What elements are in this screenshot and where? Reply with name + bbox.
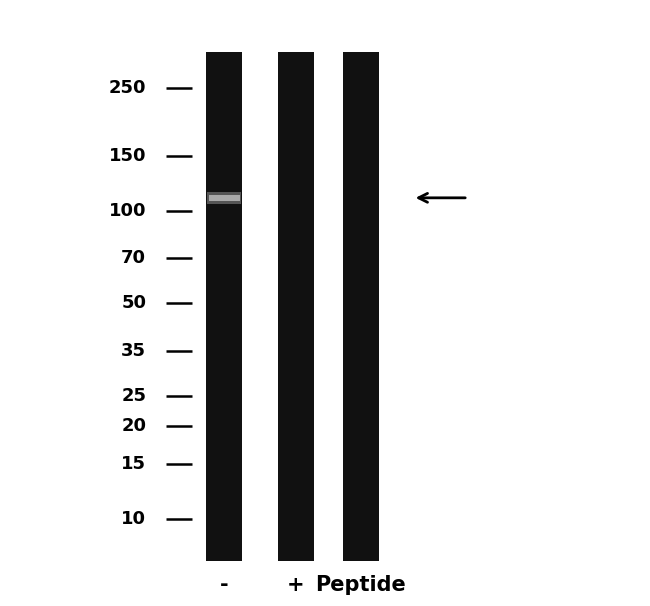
Text: 35: 35	[122, 342, 146, 360]
Text: Peptide: Peptide	[315, 574, 406, 595]
Bar	[278, 52, 313, 561]
Bar	[343, 52, 379, 561]
Bar	[207, 191, 241, 204]
Text: -: -	[220, 574, 229, 595]
Bar	[209, 195, 239, 201]
Text: 25: 25	[122, 387, 146, 405]
Text: 70: 70	[122, 249, 146, 267]
Text: 100: 100	[109, 202, 146, 219]
Text: 150: 150	[109, 147, 146, 165]
Bar	[206, 52, 242, 561]
Text: +: +	[287, 574, 305, 595]
Text: 10: 10	[122, 510, 146, 528]
Text: 50: 50	[122, 295, 146, 312]
Text: 20: 20	[122, 417, 146, 435]
Text: 15: 15	[122, 455, 146, 473]
Text: 250: 250	[109, 79, 146, 97]
